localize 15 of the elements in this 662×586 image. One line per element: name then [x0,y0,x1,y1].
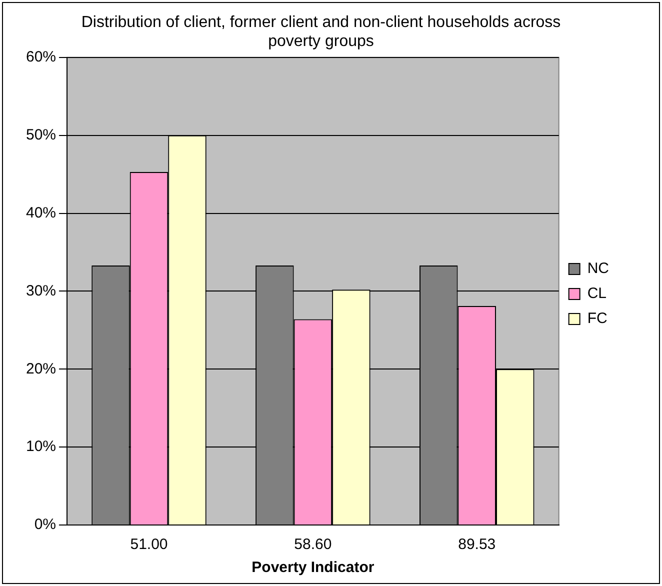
y-tick-label: 0% [34,516,56,534]
legend-label: CL [587,285,607,302]
y-tick-label: 10% [26,438,56,456]
x-tick-label: 51.00 [130,536,168,554]
chart-title: Distribution of client, former client and non-client households across poverty groups [81,14,561,50]
y-tick-label: 50% [26,126,56,144]
legend-label: NC [587,260,610,278]
y-tick-label: 60% [26,48,56,66]
x-tick-label: 58.60 [294,536,332,554]
x-tick-label: 89.53 [458,536,496,554]
y-tick-label: 40% [26,204,56,222]
legend-label: FC [587,310,608,328]
y-tick-label: 20% [26,360,56,378]
x-axis-title: Poverty Indicator [252,559,374,576]
y-tick-label: 30% [26,282,56,300]
